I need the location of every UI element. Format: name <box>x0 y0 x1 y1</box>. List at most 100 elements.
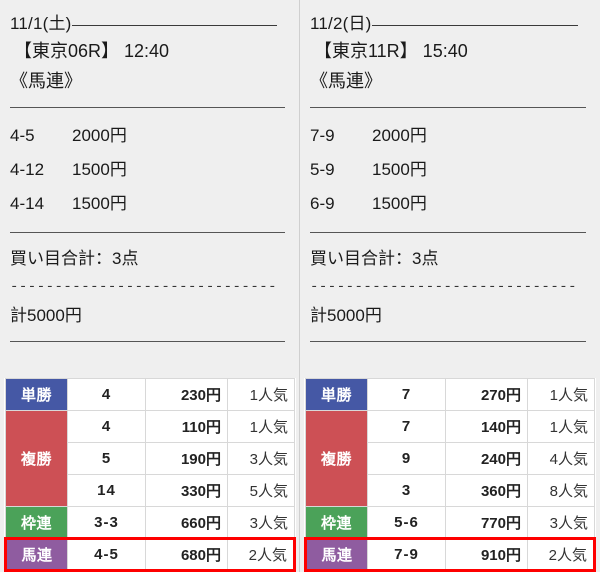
payout-amount: 360円 <box>445 474 528 507</box>
pick-item: 7-9 2000円 <box>310 119 590 153</box>
popularity-rank: 1人気 <box>227 410 295 443</box>
payout-row: 馬連 4-5 680円 2人気 <box>4 537 296 572</box>
bet-type-label-馬連: 馬連 <box>4 537 68 572</box>
race-date-0: 11/1(土) <box>10 14 72 33</box>
pick-item: 6-9 1500円 <box>310 187 590 221</box>
pick-item: 4-14 1500円 <box>10 187 289 221</box>
payout-amount: 660円 <box>145 506 228 539</box>
bet-type-label-複勝: 複勝 <box>305 410 368 507</box>
pick-list-0: 4-5 2000円 4-12 1500円 4-14 1500円 <box>0 119 299 221</box>
total-pick-count-0: 買い目合計：3点 <box>10 249 139 268</box>
race-column-1: 11/2(日) 【東京11R】 15:40 《馬連》 7-9 2000円 5-9 1… <box>300 0 600 572</box>
payout-row: 14 330円 5人気 <box>6 474 295 507</box>
popularity-rank: 1人気 <box>527 410 595 443</box>
dashed-divider-0: ------------------------------ <box>10 279 278 295</box>
payout-table-body-0: 単勝 4 230円 1人気 複勝 4 110円 1人気 5 190円 3人気 14 330円 5人気 枠連 3… <box>4 378 296 572</box>
date-rule-1 <box>371 24 578 26</box>
divider-bottom-0 <box>10 341 285 342</box>
race-venue-time-0: 【東京06R】 12:40 <box>14 41 170 61</box>
popularity-rank: 5人気 <box>227 474 295 507</box>
race-date-line-1: 11/2(日) <box>310 12 590 36</box>
popularity-rank: 3人気 <box>527 506 595 539</box>
pick-amount: 1500円 <box>72 194 127 213</box>
divider-top-1 <box>310 107 586 108</box>
race-bet-type-0: 《馬連》 <box>10 71 82 91</box>
race-date-line-0: 11/1(土) <box>10 12 289 36</box>
horse-number: 5-6 <box>367 506 446 539</box>
popularity-rank: 2人気 <box>227 537 296 572</box>
bet-type-label-馬連: 馬連 <box>304 537 368 572</box>
pick-item: 4-5 2000円 <box>10 119 289 153</box>
totals-0: 買い目合計：3点 ------------------------------ … <box>0 244 299 332</box>
pick-combo: 4-14 <box>10 194 45 213</box>
bet-type-label-単勝: 単勝 <box>305 378 368 411</box>
payout-row: 枠連 3-3 660円 3人気 <box>5 506 295 539</box>
totals-1: 買い目合計：3点 ------------------------------ … <box>300 244 600 332</box>
payout-row: 3 360円 8人気 <box>306 474 595 507</box>
bet-type-label-枠連: 枠連 <box>5 506 68 539</box>
horse-number: 7 <box>367 410 446 443</box>
divider-top-0 <box>10 107 285 108</box>
pick-item: 4-12 1500円 <box>10 153 289 187</box>
payout-table-0: 単勝 4 230円 1人気 複勝 4 110円 1人気 5 190円 3人気 14 330円 5人気 枠連 3… <box>4 378 296 572</box>
race-column-0: 11/1(土) 【東京06R】 12:40 《馬連》 4-5 2000円 4-12… <box>0 0 300 572</box>
pick-amount: 1500円 <box>372 194 427 213</box>
date-rule-0 <box>71 24 277 26</box>
pick-item: 5-9 1500円 <box>310 153 590 187</box>
pick-amount: 2000円 <box>372 126 427 145</box>
payout-row: 単勝 4 230円 1人気 <box>5 378 295 411</box>
payout-table-body-1: 単勝 7 270円 1人気 複勝 7 140円 1人気 9 240円 4人気 3 360円 8人気 枠連 5-… <box>304 378 596 572</box>
pick-combo: 7-9 <box>310 126 335 145</box>
total-pick-count-1: 買い目合計：3点 <box>310 249 439 268</box>
payout-amount: 680円 <box>145 537 228 572</box>
horse-number: 3-3 <box>67 506 146 539</box>
payout-row: 5 190円 3人気 <box>6 442 295 475</box>
pick-amount: 1500円 <box>372 160 427 179</box>
pick-amount: 1500円 <box>72 160 127 179</box>
horse-number: 3 <box>367 474 446 507</box>
popularity-rank: 3人気 <box>227 506 295 539</box>
payout-amount: 140円 <box>445 410 528 443</box>
race-bet-type-1: 《馬連》 <box>310 71 382 91</box>
pick-amount: 2000円 <box>72 126 127 145</box>
payout-row: 枠連 5-6 770円 3人気 <box>305 506 595 539</box>
payout-amount: 230円 <box>145 378 228 411</box>
payout-row: 9 240円 4人気 <box>306 442 595 475</box>
dashed-divider-1: ------------------------------ <box>310 279 578 295</box>
pick-combo: 4-5 <box>10 126 35 145</box>
race-date-1: 11/2(日) <box>310 14 372 33</box>
divider-bottom-1 <box>310 341 586 342</box>
horse-number: 9 <box>367 442 446 475</box>
bet-type-label-複勝: 複勝 <box>5 410 68 507</box>
divider-mid-0 <box>10 232 285 233</box>
payout-amount: 270円 <box>445 378 528 411</box>
payout-amount: 770円 <box>445 506 528 539</box>
horse-number: 4 <box>67 378 146 411</box>
payout-amount: 190円 <box>145 442 228 475</box>
payout-amount: 910円 <box>445 537 528 572</box>
payout-row: 単勝 7 270円 1人気 <box>305 378 595 411</box>
total-amount-1: 計5000円 <box>310 306 382 325</box>
race-info-1: 11/2(日) 【東京11R】 15:40 《馬連》 <box>300 0 600 96</box>
pick-combo: 5-9 <box>310 160 335 179</box>
payout-amount: 240円 <box>445 442 528 475</box>
popularity-rank: 4人気 <box>527 442 595 475</box>
payout-amount: 330円 <box>145 474 228 507</box>
horse-number: 7 <box>367 378 446 411</box>
pick-list-1: 7-9 2000円 5-9 1500円 6-9 1500円 <box>300 119 600 221</box>
popularity-rank: 1人気 <box>527 378 595 411</box>
payout-table-1: 単勝 7 270円 1人気 複勝 7 140円 1人気 9 240円 4人気 3 360円 8人気 枠連 5-… <box>304 378 596 572</box>
horse-number: 5 <box>67 442 146 475</box>
popularity-rank: 2人気 <box>527 537 596 572</box>
divider-mid-1 <box>310 232 586 233</box>
popularity-rank: 8人気 <box>527 474 595 507</box>
horse-number: 7-9 <box>367 537 446 572</box>
race-info-0: 11/1(土) 【東京06R】 12:40 《馬連》 <box>0 0 299 96</box>
total-amount-0: 計5000円 <box>10 306 82 325</box>
spacer-0 <box>0 351 299 378</box>
race-venue-time-1: 【東京11R】 15:40 <box>314 41 468 61</box>
pick-combo: 4-12 <box>10 160 45 179</box>
payout-row: 馬連 7-9 910円 2人気 <box>304 537 596 572</box>
horse-number: 14 <box>67 474 146 507</box>
